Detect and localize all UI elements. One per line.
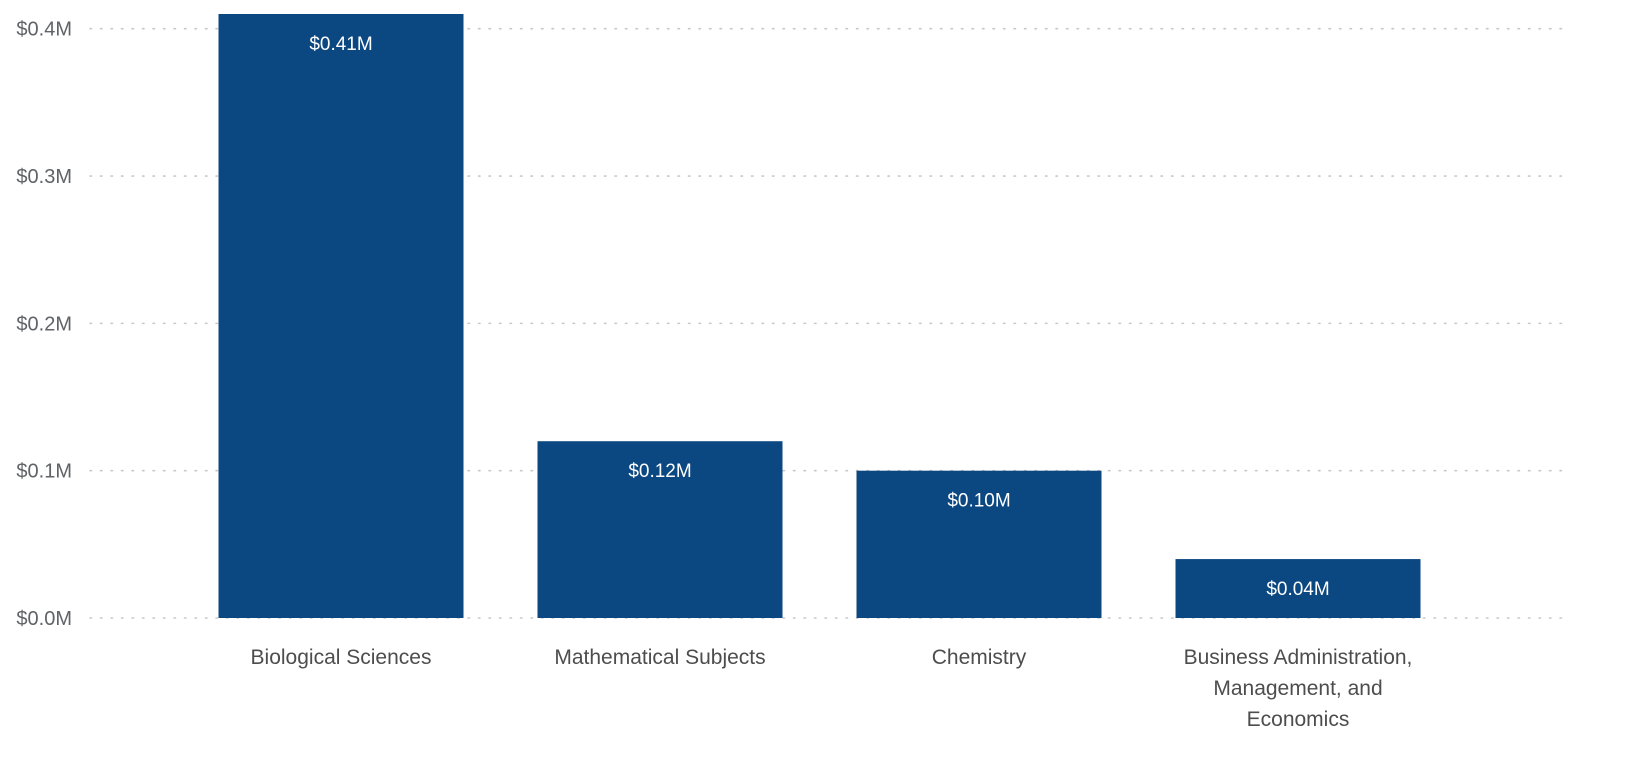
y-axis-tick-labels: $0.0M $0.1M $0.2M $0.3M $0.4M [16,19,72,630]
y-tick-label: $0.0M [16,608,72,630]
x-category-label: Management, and [1213,677,1382,700]
x-category-label: Biological Sciences [251,646,432,669]
x-category-label: Economics [1247,708,1350,731]
y-tick-label: $0.1M [16,461,72,483]
y-tick-label: $0.3M [16,166,72,188]
gridlines [89,27,1563,619]
data-label: $0.10M [947,491,1010,512]
bar [218,14,464,618]
bar [537,441,783,618]
y-tick-label: $0.4M [16,19,72,41]
x-category-label: Business Administration, [1184,646,1413,669]
bar [856,470,1102,618]
x-axis-category-labels: Biological Sciences Mathematical Subjects… [251,646,1413,731]
data-label: $0.41M [309,34,372,55]
data-labels: $0.41M $0.12M $0.10M $0.04M [309,34,1329,600]
bar [1175,559,1421,618]
bars [218,14,1421,618]
x-category-label: Chemistry [932,646,1027,669]
y-tick-label: $0.2M [16,313,72,335]
x-category-label: Mathematical Subjects [554,646,765,669]
data-label: $0.04M [1266,579,1329,600]
data-label: $0.12M [628,461,691,482]
